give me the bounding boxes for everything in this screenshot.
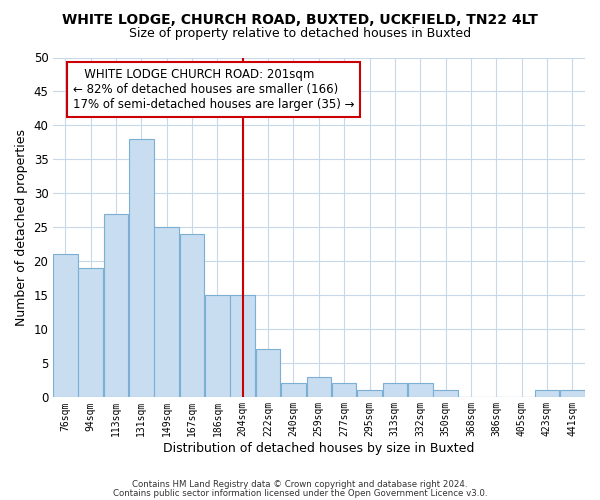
Bar	[357, 390, 382, 397]
Text: Contains HM Land Registry data © Crown copyright and database right 2024.: Contains HM Land Registry data © Crown c…	[132, 480, 468, 489]
Bar	[281, 384, 306, 397]
Bar	[53, 254, 77, 397]
Bar	[535, 390, 559, 397]
Bar	[307, 376, 331, 397]
Bar	[79, 268, 103, 397]
Bar	[104, 214, 128, 397]
Bar	[180, 234, 205, 397]
Text: WHITE LODGE CHURCH ROAD: 201sqm
← 82% of detached houses are smaller (166)
17% o: WHITE LODGE CHURCH ROAD: 201sqm ← 82% of…	[73, 68, 355, 110]
Text: Contains public sector information licensed under the Open Government Licence v3: Contains public sector information licen…	[113, 488, 487, 498]
Bar	[230, 295, 255, 397]
Bar	[256, 350, 280, 397]
Bar	[433, 390, 458, 397]
Bar	[332, 384, 356, 397]
Bar	[383, 384, 407, 397]
Bar	[408, 384, 433, 397]
X-axis label: Distribution of detached houses by size in Buxted: Distribution of detached houses by size …	[163, 442, 475, 455]
Text: Size of property relative to detached houses in Buxted: Size of property relative to detached ho…	[129, 28, 471, 40]
Bar	[560, 390, 584, 397]
Y-axis label: Number of detached properties: Number of detached properties	[15, 129, 28, 326]
Bar	[129, 139, 154, 397]
Bar	[205, 295, 230, 397]
Bar	[154, 228, 179, 397]
Text: WHITE LODGE, CHURCH ROAD, BUXTED, UCKFIELD, TN22 4LT: WHITE LODGE, CHURCH ROAD, BUXTED, UCKFIE…	[62, 12, 538, 26]
